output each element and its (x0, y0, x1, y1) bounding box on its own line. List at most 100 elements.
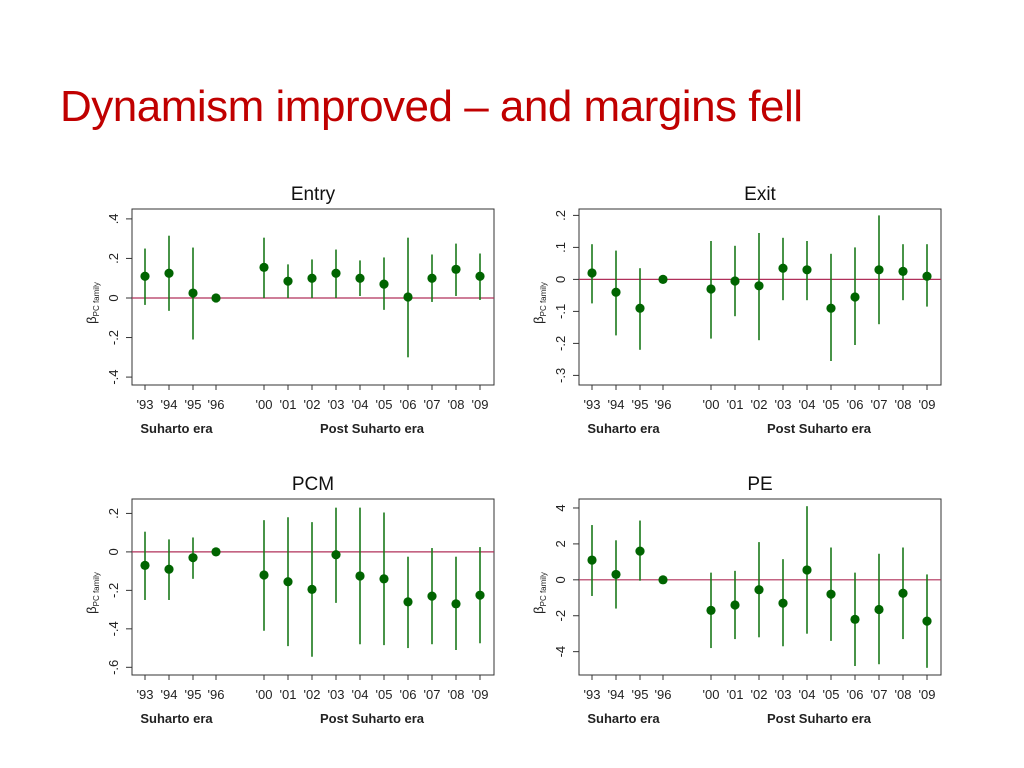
chart-title: PCM (292, 474, 334, 495)
point-estimate (778, 263, 788, 273)
x-tick-label: '09 (919, 397, 936, 412)
x-tick-label: '01 (280, 687, 297, 702)
x-tick-label: '03 (328, 687, 345, 702)
x-tick-label: '95 (632, 397, 649, 412)
x-tick-label: '02 (304, 687, 321, 702)
y-tick-label: -.3 (553, 368, 568, 383)
y-axis-label: βPC family (531, 282, 548, 324)
point-estimate (706, 605, 716, 615)
era-label-post-suharto: Post Suharto era (320, 421, 425, 436)
era-label-post-suharto: Post Suharto era (767, 421, 872, 436)
plot-frame (578, 498, 942, 676)
point-estimate (451, 599, 461, 609)
x-tick-label: '09 (919, 687, 936, 702)
y-tick-label: -.2 (106, 330, 121, 345)
chart-title: Entry (291, 184, 336, 205)
era-label-suharto: Suharto era (140, 711, 213, 726)
x-tick-label: '00 (703, 687, 720, 702)
era-label-suharto: Suharto era (587, 711, 660, 726)
y-tick-label: 0 (106, 294, 121, 301)
x-tick-label: '04 (352, 397, 369, 412)
x-tick-label: '94 (161, 397, 178, 412)
point-estimate (611, 569, 621, 580)
x-tick-label: '07 (871, 397, 888, 412)
x-tick-label: '04 (799, 397, 816, 412)
point-estimate (164, 564, 174, 574)
x-tick-label: '96 (655, 687, 672, 702)
x-tick-label: '07 (424, 687, 441, 702)
point-estimate (211, 547, 221, 557)
y-axis-subscript: PC family (92, 572, 101, 606)
point-estimate (802, 565, 812, 575)
y-axis-subscript: PC family (539, 572, 548, 606)
point-estimate (283, 577, 293, 587)
x-tick-label: '05 (376, 397, 393, 412)
point-estimate (259, 262, 269, 272)
x-tick-label: '94 (161, 687, 178, 702)
x-tick-label: '03 (328, 397, 345, 412)
y-tick-label: -.1 (553, 304, 568, 319)
point-estimate (307, 273, 317, 283)
point-estimate (850, 614, 860, 624)
y-axis-beta: β (531, 316, 546, 323)
x-tick-label: '05 (376, 687, 393, 702)
chart-panel-entry: Entry .4 .2 0 -.2 -.4 βPC family '93 '94 '95 '96 '0… (84, 184, 495, 436)
era-label-post-suharto: Post Suharto era (320, 711, 425, 726)
x-tick-label: '03 (775, 687, 792, 702)
plot-frame (131, 208, 495, 386)
point-estimate (874, 604, 884, 615)
x-tick-label: '06 (847, 397, 864, 412)
y-axis-beta: β (531, 606, 546, 613)
y-tick-label: -.4 (106, 370, 121, 385)
point-estimate (427, 273, 437, 283)
point-estimate (802, 265, 812, 275)
x-tick-label: '04 (799, 687, 816, 702)
point-estimate (140, 560, 150, 570)
chart-panel-pcm: PCM .2 0 -.2 -.4 -.6 βPC family '93 '94 '95 '96 '00… (84, 474, 495, 726)
chart-title: Exit (744, 184, 776, 205)
point-estimate (778, 598, 788, 608)
y-axis-label: βPC family (84, 282, 101, 324)
x-tick-label: '93 (584, 687, 601, 702)
y-axis-label: βPC family (531, 572, 548, 614)
y-axis-subscript: PC family (539, 282, 548, 316)
x-tick-label: '93 (137, 687, 154, 702)
point-estimate (140, 271, 150, 281)
plot-frame (578, 208, 942, 386)
point-estimate (706, 284, 716, 294)
slide-title: Dynamism improved – and margins fell (60, 82, 803, 131)
point-estimate (331, 550, 341, 560)
x-tick-label: '09 (472, 397, 489, 412)
x-tick-label: '02 (751, 397, 768, 412)
point-estimate (355, 571, 365, 581)
point-estimate (211, 293, 221, 303)
point-estimate (898, 588, 908, 598)
point-estimate (730, 600, 740, 610)
x-tick-label: '08 (448, 397, 465, 412)
x-tick-label: '02 (751, 687, 768, 702)
x-tick-label: '08 (448, 687, 465, 702)
point-estimate (635, 303, 645, 313)
x-tick-label: '01 (280, 397, 297, 412)
point-estimate (403, 597, 413, 607)
era-label-post-suharto: Post Suharto era (767, 711, 872, 726)
x-tick-label: '93 (137, 397, 154, 412)
point-estimate (587, 555, 597, 565)
point-estimate (379, 279, 389, 289)
chart-panel-pe: PE 4 2 0 -2 -4 βPC family '93 '94 '95 '96 '00 '01 '02… (531, 474, 942, 726)
point-estimate (331, 268, 341, 278)
point-estimate (427, 591, 437, 601)
chart-panel-exit: Exit .2 .1 0 -.1 -.2 -.3 βPC family '93 '94 '95 '96… (531, 184, 942, 436)
x-tick-label: '93 (584, 397, 601, 412)
point-estimate (451, 264, 461, 274)
era-label-suharto: Suharto era (587, 421, 660, 436)
x-tick-label: '04 (352, 687, 369, 702)
y-tick-label: 2 (553, 540, 568, 547)
point-estimate (307, 584, 317, 595)
y-tick-label: .2 (106, 508, 121, 519)
x-tick-label: '05 (823, 397, 840, 412)
x-tick-label: '09 (472, 687, 489, 702)
point-estimate (874, 265, 884, 275)
y-tick-label: .1 (553, 242, 568, 253)
y-tick-label: .2 (553, 210, 568, 221)
